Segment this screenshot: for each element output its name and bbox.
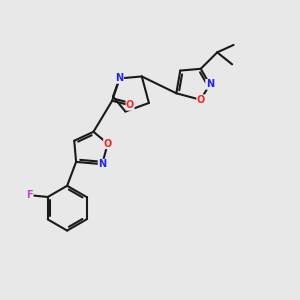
Text: F: F [26, 190, 33, 200]
Text: N: N [206, 79, 214, 89]
Text: O: O [196, 95, 205, 105]
Text: O: O [126, 100, 134, 110]
Text: N: N [98, 159, 106, 169]
Text: O: O [103, 139, 112, 149]
Text: N: N [116, 74, 124, 83]
